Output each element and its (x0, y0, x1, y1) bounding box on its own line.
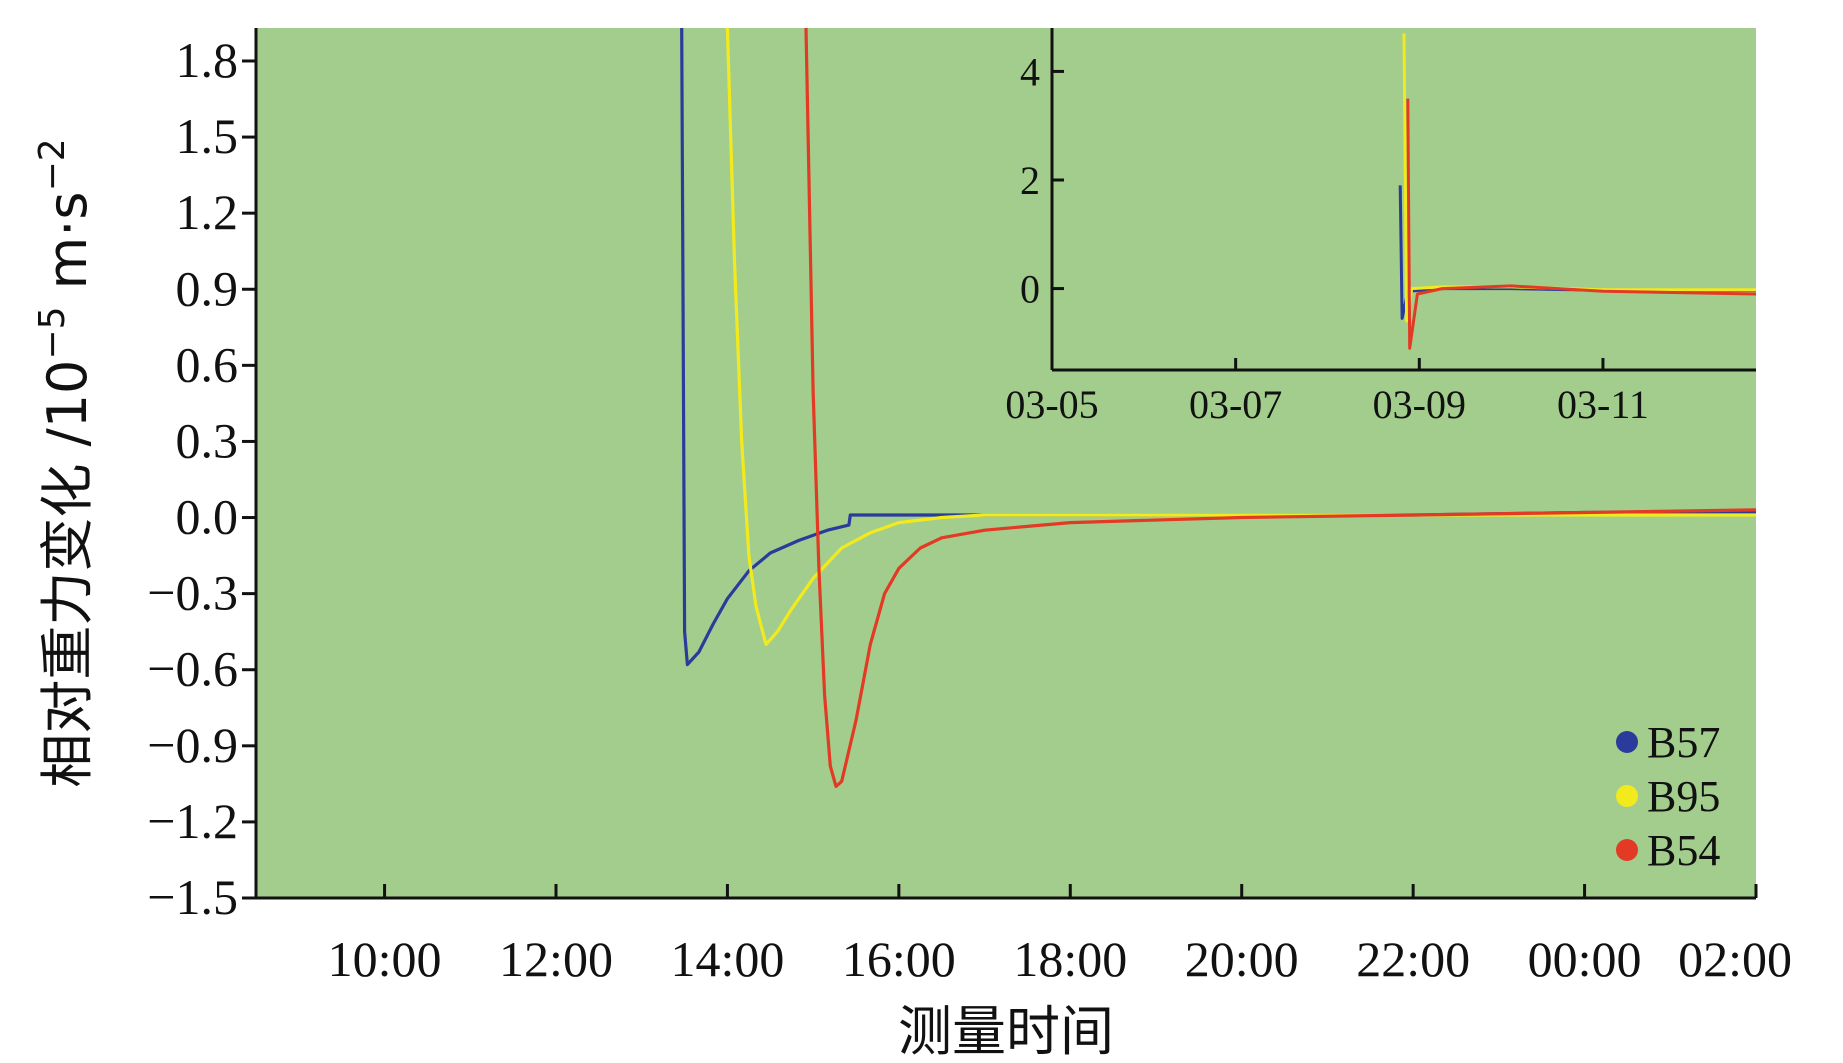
axis-titles: 测量时间 相对重力变化 /10−5 m·s−2 (32, 138, 1114, 1063)
legend-marker-b54 (1616, 839, 1638, 861)
y-axis-title-exp1: −5 (32, 307, 73, 360)
plot-background (256, 28, 1756, 898)
y-tick-label: 0.6 (176, 336, 239, 392)
legend-label-b57: B57 (1647, 718, 1720, 767)
y-tick-label: 1.2 (176, 184, 239, 240)
main-series-group (680, 28, 1756, 788)
inset-series-line-b54 (1406, 98, 1756, 350)
legend: B57 B95 B54 (1616, 718, 1720, 875)
inset-x-tick-label: 03-05 (1005, 382, 1098, 427)
y-tick-label: 1.8 (176, 32, 239, 88)
inset-y-tick-label: 0 (1020, 267, 1040, 312)
inset-y-tick-label: 4 (1020, 49, 1040, 94)
y-axis-title-exp2: −2 (32, 138, 73, 191)
y-tick-label: 0.3 (176, 412, 239, 468)
x-tick-label: 02:00 (1678, 931, 1792, 987)
y-tick-label: 1.5 (176, 108, 239, 164)
inset-x-tick-label: 03-07 (1189, 382, 1282, 427)
x-axis-title: 测量时间 (898, 1000, 1114, 1063)
x-tick-label: 12:00 (499, 931, 613, 987)
inset-x-tick-label: 03-11 (1557, 382, 1649, 427)
y-axis-title-unit: m·s (36, 191, 99, 306)
y-axis-title-main: 相对重力变化 /10 (36, 360, 99, 788)
x-tick-label: 10:00 (328, 931, 442, 987)
y-tick-label: −1.5 (147, 869, 238, 925)
y-tick-label: −0.9 (147, 717, 238, 773)
y-tick-label: −1.2 (147, 793, 238, 849)
x-tick-label: 14:00 (670, 931, 784, 987)
series-line-b95 (725, 28, 1756, 646)
x-tick-label: 00:00 (1528, 931, 1642, 987)
legend-label-b54: B54 (1647, 826, 1720, 875)
main-axes: 1.8 1.5 1.2 0.9 0.6 0.3 0.0 −0.3 −0.6 −0.9 −1.2 −1.… (147, 28, 1792, 987)
inset-series-line-b95 (1402, 33, 1756, 323)
inset-chart: 4 2 0 03-05 03-07 03-09 03-11 (1005, 28, 1756, 427)
inset-y-tick-label: 2 (1020, 158, 1040, 203)
series-line-b54 (804, 28, 1756, 788)
legend-label-b95: B95 (1647, 772, 1720, 821)
x-tick-label: 18:00 (1013, 931, 1127, 987)
y-tick-label: −0.6 (147, 641, 238, 697)
y-axis-title: 相对重力变化 /10−5 m·s−2 (32, 138, 99, 787)
legend-marker-b95 (1616, 785, 1638, 807)
y-tick-label: 0.9 (176, 260, 239, 316)
legend-marker-b57 (1616, 731, 1638, 753)
x-tick-label: 22:00 (1356, 931, 1470, 987)
inset-x-tick-label: 03-09 (1373, 382, 1466, 427)
x-tick-label: 20:00 (1185, 931, 1299, 987)
y-tick-label: −0.3 (147, 565, 238, 621)
y-tick-label: 0.0 (176, 489, 239, 545)
x-tick-label: 16:00 (842, 931, 956, 987)
